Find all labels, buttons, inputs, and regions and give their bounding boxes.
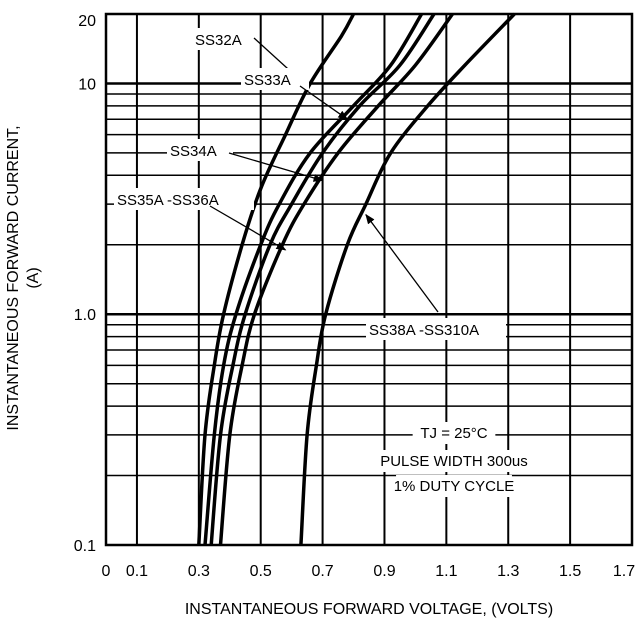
annotation-label-bg: [192, 28, 256, 50]
annotations: SS32A SS33A SS34A SS35A -SS36A SS38A -SS310A…: [114, 28, 529, 497]
y-axis-label: INSTANTANEOUS FORWARD CURRENT,: [5, 125, 22, 430]
annotation-arrow-ss35a: [209, 205, 287, 251]
annotation-label-ss38a: SS38A -SS310A: [369, 322, 479, 339]
grid: [106, 14, 632, 545]
x-tick-label: 0.9: [373, 563, 395, 580]
annotation-label-bg: [114, 188, 254, 210]
plot-frame: [104, 12, 634, 547]
x-tick-label: 1.5: [559, 563, 581, 580]
series-curves: [197, 12, 516, 546]
annotation-label-ss35a: SS35A -SS36A: [117, 192, 219, 209]
y-tick-label: 20: [78, 13, 96, 30]
series-line-ss33a: [203, 13, 424, 546]
note-bg: [412, 422, 496, 444]
x-tick-label: 0.3: [188, 563, 210, 580]
condition-note: PULSE WIDTH 300us: [380, 453, 528, 470]
annotation-label-bg: [167, 139, 233, 161]
y-tick-label: 10: [78, 76, 96, 93]
x-axis-label: INSTANTANEOUS FORWARD VOLTAGE, (VOLTS): [185, 601, 553, 618]
x-tick-label: 1.3: [497, 563, 519, 580]
annotation-label-bg: [366, 318, 506, 340]
series-line-ss35a-ss36a: [218, 12, 454, 546]
annotation-label-ss32a: SS32A: [195, 32, 242, 49]
tick-labels: 0 0.1 0.3 0.5 0.7 0.9 1.1 1.3 1.5 1.7 0.1 1.0 10 20: [74, 13, 635, 580]
annotation-label-ss33a: SS33A: [244, 72, 291, 89]
plot-border: [104, 12, 634, 547]
x-tick-label: 1.1: [435, 563, 457, 580]
note-bg: [379, 450, 529, 472]
annotation-arrow-ss34a: [228, 152, 324, 182]
condition-note: 1% DUTY CYCLE: [394, 478, 515, 495]
series-line-ss32a: [197, 13, 356, 546]
y-tick-label: 1.0: [74, 307, 96, 324]
series-line-ss38a-ss310a: [299, 12, 516, 546]
series-line-ss34a: [209, 13, 436, 546]
x-tick-label: 1.7: [613, 563, 635, 580]
x-tick-label: 0.5: [250, 563, 272, 580]
x-tick-label: 0.7: [311, 563, 333, 580]
annotation-arrow-ss33a: [299, 85, 349, 120]
y-tick-label: 0.1: [74, 538, 96, 555]
x-tick-label: 0.1: [126, 563, 148, 580]
annotation-label-ss34a: SS34A: [170, 143, 217, 160]
condition-note: TJ = 25°C: [420, 425, 487, 442]
annotation-arrow-ss38a: [365, 213, 439, 313]
y-axis-unit-label: (A): [25, 267, 42, 288]
annotation-label-bg: [241, 68, 309, 90]
x-tick-label: 0: [102, 563, 111, 580]
note-bg: [396, 475, 512, 497]
